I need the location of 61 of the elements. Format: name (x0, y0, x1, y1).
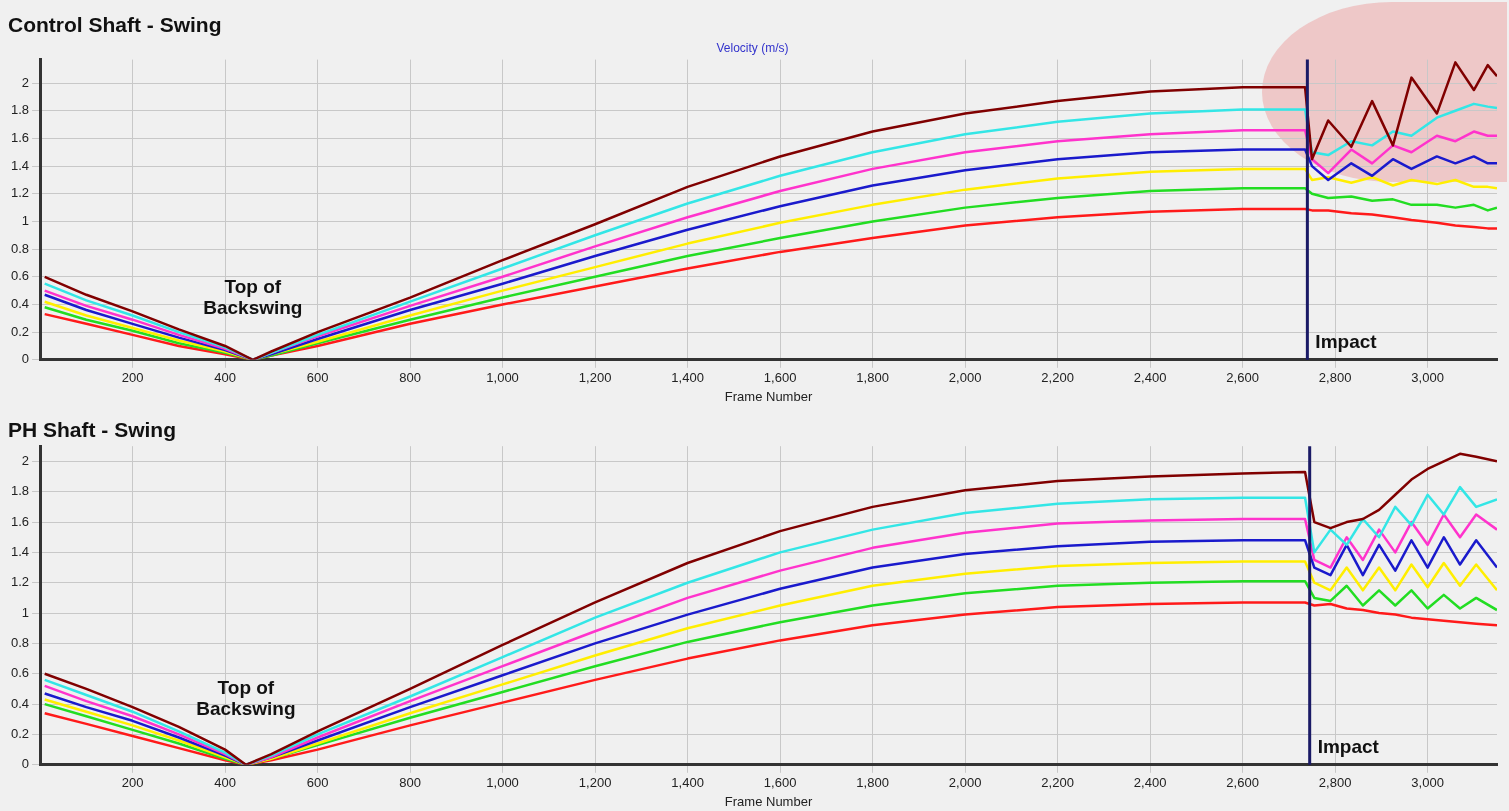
annotation: Top of Backswing (203, 276, 303, 319)
x-tick-label: 600 (306, 775, 329, 791)
x-tick-label: 1,600 (763, 370, 797, 386)
x-tick-label: 2,000 (948, 370, 982, 386)
x-tick-label: 800 (399, 370, 421, 386)
x-tick-label: 2,800 (1318, 775, 1352, 791)
x-tick-label: 2,600 (1226, 775, 1259, 791)
x-tick-label: 1,800 (856, 775, 889, 791)
y-tick-label: 0 (21, 756, 30, 772)
x-tick-label: 2,200 (1041, 775, 1074, 791)
y-tick-label: 0.4 (10, 695, 30, 711)
y-tick-label: 1.6 (10, 130, 30, 146)
y-tick-label: 2 (21, 74, 30, 90)
y-tick-label: 0.2 (10, 323, 30, 339)
x-tick-label: 2,800 (1318, 370, 1352, 386)
x-tick-label: 3,000 (1411, 775, 1444, 791)
ref-line-label: Impact (1315, 330, 1378, 352)
x-tick-label: 600 (306, 370, 329, 386)
x-axis-title: Frame Number (724, 388, 813, 404)
x-tick-label: 3,000 (1411, 370, 1444, 386)
x-tick-label: 2,200 (1041, 370, 1074, 386)
x-tick-label: 400 (214, 370, 236, 386)
x-tick-label: 1,600 (763, 775, 797, 791)
x-tick-label: 1,200 (578, 370, 612, 386)
annotation: Top of Backswing (196, 677, 296, 720)
x-tick-label: 2,000 (948, 775, 982, 791)
x-tick-label: 2,400 (1133, 775, 1167, 791)
y-tick-label: 1 (21, 604, 30, 620)
x-tick-label: 800 (399, 775, 421, 791)
x-tick-label: 400 (214, 775, 236, 791)
y-tick-label: 1 (21, 213, 30, 229)
y-tick-label: 0.6 (10, 268, 30, 284)
x-tick-label: 200 (121, 775, 144, 791)
y-tick-label: 0.6 (10, 665, 30, 681)
x-tick-label: 1,000 (486, 370, 519, 386)
y-tick-label: 0.8 (10, 240, 30, 256)
y-tick-label: 1.4 (10, 157, 30, 173)
x-tick-label: 1,000 (486, 775, 519, 791)
y-tick-label: 2 (21, 452, 30, 468)
chart-title: PH Shaft - Swing (8, 418, 176, 442)
y-tick-label: 0.8 (10, 635, 30, 651)
y-tick-label: 1.2 (10, 185, 30, 201)
y-tick-label: 0.4 (10, 296, 30, 312)
y-tick-label: 1.2 (10, 574, 30, 590)
y-tick-label: 1.6 (10, 513, 30, 529)
x-tick-label: 1,200 (578, 775, 612, 791)
x-tick-label: 1,400 (671, 775, 704, 791)
x-tick-label: 1,400 (671, 370, 704, 386)
ref-line-label: Impact (1317, 735, 1380, 757)
x-tick-label: 2,400 (1133, 370, 1167, 386)
chart-subtitle: Velocity (m/s) (716, 40, 789, 55)
y-tick-label: 0.2 (10, 726, 30, 742)
x-axis-title: Frame Number (724, 793, 813, 809)
y-tick-label: 1.4 (10, 543, 30, 559)
chart-title: Control Shaft - Swing (8, 13, 222, 37)
y-tick-label: 1.8 (10, 483, 30, 499)
x-tick-label: 2,600 (1226, 370, 1259, 386)
y-tick-label: 0 (21, 351, 30, 367)
x-tick-label: 200 (121, 370, 144, 386)
y-tick-label: 1.8 (10, 102, 30, 118)
x-tick-label: 1,800 (856, 370, 889, 386)
